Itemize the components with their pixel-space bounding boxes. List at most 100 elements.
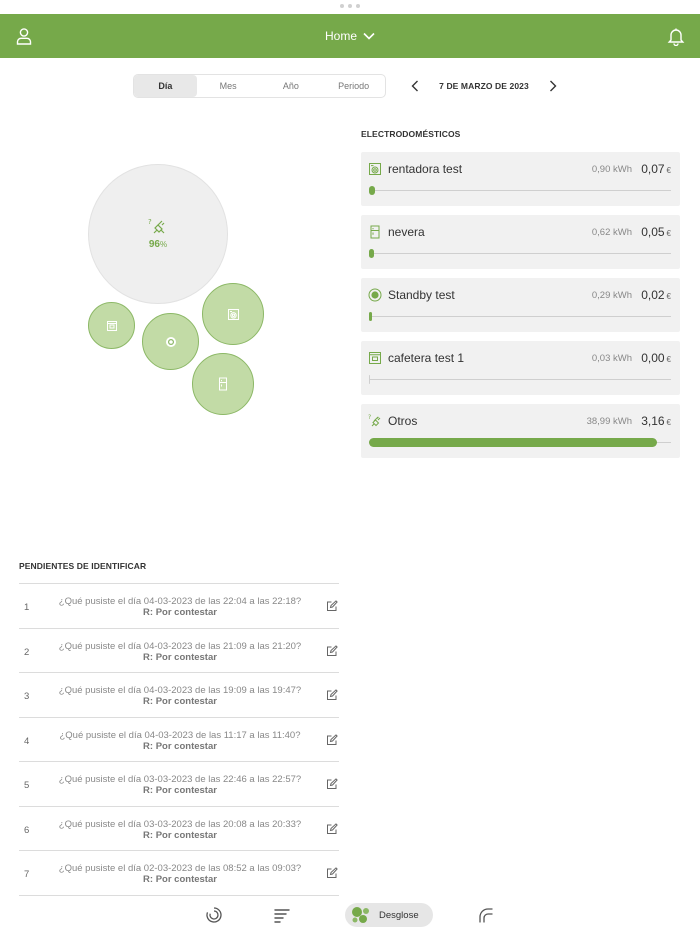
row-number: 2 — [24, 646, 30, 658]
consumption-bubbles: ? 96% — [0, 110, 340, 430]
appliance-cost: 0,02 € — [641, 288, 671, 302]
appliance-cost: 0,05 € — [641, 225, 671, 239]
bubble-cafetera[interactable] — [88, 302, 135, 349]
current-date-label: 7 DE MARZO DE 2023 — [439, 81, 529, 91]
period-selector: Día Mes Año Periodo — [133, 74, 386, 98]
row-number: 1 — [24, 602, 30, 613]
appliance-kwh: 0,62 kWh — [591, 227, 632, 238]
power-curve-icon — [479, 908, 493, 923]
tab-consumption[interactable] — [202, 903, 226, 927]
edit-icon[interactable] — [326, 644, 338, 657]
appliance-kwh: 38,99 kWh — [586, 416, 632, 427]
unknown-plug-icon: ? — [148, 218, 165, 234]
appliance-item[interactable]: Standby test 0,29 kWh 0,02 € — [361, 278, 680, 332]
appliance-kwh: 0,03 kWh — [591, 353, 632, 364]
appliance-kwh: 0,90 kWh — [591, 164, 632, 175]
svg-text:?: ? — [148, 218, 152, 226]
pending-row[interactable]: 2 ¿Qué pusiste el día 04-03-2023 de las … — [19, 629, 339, 673]
consumption-bar-fill — [369, 438, 658, 447]
bubble-standby[interactable] — [142, 313, 199, 370]
bubble-lavadora[interactable] — [202, 283, 264, 345]
pending-row[interactable]: 5 ¿Qué pusiste el día 03-03-2023 de las … — [19, 762, 339, 807]
bubble-otros[interactable]: ? 96% — [88, 164, 228, 304]
next-date-button[interactable] — [544, 74, 562, 98]
appliance-cost: 0,00 € — [641, 351, 671, 365]
coffee-maker-icon — [369, 352, 381, 364]
appliance-item[interactable]: ? Otros 38,99 kWh 3,16 € — [361, 404, 680, 458]
bubble-otros-percent: 96% — [148, 239, 168, 250]
status-bar-indicator — [338, 4, 362, 8]
pending-row[interactable]: 1 ¿Qué pusiste el día 04-03-2023 de las … — [19, 584, 339, 629]
chevron-down-icon — [363, 32, 375, 40]
edit-icon[interactable] — [326, 733, 338, 746]
pending-answer: R: Por contestar — [143, 785, 217, 796]
pending-row[interactable]: 7 ¿Qué pusiste el día 02-03-2023 de las … — [19, 851, 339, 896]
pending-answer: R: Por contestar — [143, 651, 217, 663]
bubbles-breakdown-icon — [352, 907, 369, 923]
pending-question: ¿Qué pusiste el día 04-03-2023 de las 19… — [49, 685, 311, 707]
previous-date-button[interactable] — [406, 74, 424, 98]
consumption-bar-fill — [369, 249, 374, 258]
chevron-left-icon — [411, 80, 418, 92]
consumption-bar-track — [369, 379, 671, 380]
period-option-ano[interactable]: Año — [282, 81, 299, 91]
tab-power[interactable] — [474, 903, 498, 927]
appliance-cost: 3,16 € — [641, 414, 671, 428]
fridge-icon — [370, 225, 380, 239]
row-number: 3 — [24, 691, 30, 702]
tab-desglose[interactable]: Desglose — [345, 903, 433, 927]
coffee-maker-icon — [106, 320, 117, 331]
bars-list-icon — [274, 909, 290, 923]
row-number: 5 — [24, 780, 30, 791]
pending-question: ¿Qué pusiste el día 02-03-2023 de las 08… — [49, 863, 311, 885]
consumption-bar-track — [369, 316, 671, 317]
consumption-bar-fill — [369, 186, 376, 195]
appliance-name: Otros — [388, 414, 418, 428]
pending-answer: R: Por contestar — [143, 874, 217, 885]
appliance-name: cafetera test 1 — [388, 351, 465, 365]
fridge-icon — [219, 377, 227, 391]
pending-question: ¿Qué pusiste el día 04-03-2023 de las 11… — [49, 730, 311, 752]
washing-machine-icon — [369, 163, 381, 175]
consumption-gauge-icon — [206, 907, 222, 923]
app-header: Home — [0, 14, 700, 58]
consumption-bar-fill — [369, 375, 370, 384]
pending-row[interactable]: 6 ¿Qué pusiste el día 03-03-2023 de las … — [19, 807, 339, 851]
pending-question: ¿Qué pusiste el día 04-03-2023 de las 21… — [49, 641, 311, 663]
pending-question: ¿Qué pusiste el día 03-03-2023 de las 22… — [49, 774, 311, 796]
appliance-cost: 0,07 € — [641, 162, 671, 176]
appliance-name: nevera — [388, 225, 425, 239]
edit-icon[interactable] — [326, 600, 338, 612]
appliances-section-title: ELECTRODOMÉSTICOS — [361, 129, 461, 139]
row-number: 4 — [24, 735, 30, 747]
consumption-bar-track — [369, 253, 671, 254]
period-option-periodo[interactable]: Periodo — [338, 81, 370, 91]
tab-history[interactable] — [270, 903, 294, 927]
notifications-button[interactable] — [666, 26, 686, 47]
edit-icon[interactable] — [326, 822, 338, 835]
appliance-item[interactable]: cafetera test 1 0,03 kWh 0,00 € — [361, 341, 680, 395]
pending-question: ¿Qué pusiste el día 04-03-2023 de las 22… — [49, 596, 311, 618]
pending-row[interactable]: 3 ¿Qué pusiste el día 04-03-2023 de las … — [19, 673, 339, 718]
period-option-mes[interactable]: Mes — [219, 81, 237, 91]
date-navigator: 7 DE MARZO DE 2023 — [406, 74, 562, 98]
user-icon — [16, 28, 32, 45]
bubble-nevera[interactable] — [192, 353, 254, 415]
edit-icon[interactable] — [326, 778, 338, 790]
appliance-item[interactable]: nevera 0,62 kWh 0,05 € — [361, 215, 680, 269]
edit-icon[interactable] — [326, 867, 338, 879]
home-dropdown-button[interactable]: Home — [300, 14, 400, 58]
bottom-tab-bar: Desglose — [0, 896, 700, 934]
appliance-item[interactable]: rentadora test 0,90 kWh 0,07 € — [361, 152, 680, 206]
pending-row[interactable]: 4 ¿Qué pusiste el día 04-03-2023 de las … — [19, 718, 339, 762]
consumption-bar-fill — [369, 312, 372, 321]
pending-answer: R: Por contestar — [143, 829, 217, 841]
period-option-dia[interactable]: Día — [134, 75, 197, 97]
pending-answer: R: Por contestar — [143, 607, 217, 618]
appliances-list: rentadora test 0,90 kWh 0,07 € nevera 0,6… — [361, 152, 680, 467]
consumption-bar-track — [369, 190, 671, 191]
unknown-plug-icon: ? — [368, 414, 381, 427]
user-profile-button[interactable] — [14, 26, 34, 46]
standby-icon — [368, 288, 382, 302]
edit-icon[interactable] — [326, 689, 338, 701]
